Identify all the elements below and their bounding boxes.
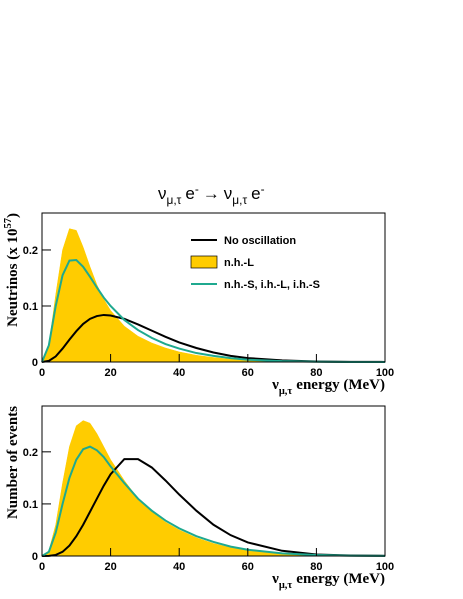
- text-part: μ,τ: [279, 386, 293, 397]
- x-tick-label: 80: [310, 367, 322, 379]
- y-tick-label: 0.2: [23, 447, 38, 459]
- y-axis-label: Neutrinos (x 1057): [3, 213, 21, 327]
- text-part: ): [5, 213, 21, 218]
- line: [41, 259, 386, 363]
- x-tick-label: 100: [376, 561, 394, 573]
- text-part: μ,τ: [279, 580, 293, 591]
- y-tick-label: 0.2: [23, 245, 38, 257]
- text-part: ν: [158, 184, 167, 203]
- legend-label: n.h.-S, i.h.-L, i.h.-S: [224, 279, 320, 291]
- line: [41, 445, 386, 557]
- x-axis-label: νμ,τ energy (MeV): [271, 377, 385, 397]
- x-tick-label: 0: [39, 561, 45, 573]
- text-part: energy (MeV): [296, 571, 385, 587]
- text-part: Neutrinos (x 10: [5, 229, 21, 327]
- area: [41, 420, 386, 557]
- text-part: 57: [3, 218, 14, 229]
- text-part: ν: [224, 184, 233, 203]
- x-tick-label: 0: [39, 367, 45, 379]
- x-axis-label: νμ,τ energy (MeV): [271, 571, 385, 591]
- y-tick-label: 0: [32, 357, 38, 369]
- x-tick-label: 60: [242, 367, 254, 379]
- x-tick-label: 80: [310, 561, 322, 573]
- plot-frame: [41, 212, 386, 363]
- y-tick-label: 0: [32, 551, 38, 563]
- y-axis-label: Number of events: [5, 406, 21, 519]
- x-tick-label: 100: [376, 367, 394, 379]
- legend-swatch: [190, 255, 218, 269]
- text-part: μ,τ: [232, 193, 247, 207]
- plot-frame: [41, 405, 386, 557]
- line: [41, 458, 386, 557]
- text-part: energy (MeV): [296, 377, 385, 393]
- text-part: e: [251, 184, 260, 203]
- text-part: -: [195, 182, 199, 196]
- x-tick-label: 40: [173, 561, 185, 573]
- legend-label: n.h.-L: [224, 257, 254, 269]
- y-tick-label: 0.1: [23, 499, 38, 511]
- text-part: →: [203, 184, 220, 203]
- line: [41, 313, 386, 363]
- x-tick-label: 20: [104, 561, 116, 573]
- text-part: ν: [271, 571, 279, 587]
- text-part: e: [185, 184, 194, 203]
- chart-title: νμ,τ e- → νμ,τ e-: [158, 182, 265, 207]
- legend-label: No oscillation: [224, 235, 296, 247]
- area: [41, 228, 386, 363]
- x-tick-label: 20: [104, 367, 116, 379]
- text-part: Number of events: [5, 406, 21, 519]
- x-tick-label: 60: [242, 561, 254, 573]
- text-part: ν: [271, 377, 279, 393]
- x-tick-label: 40: [173, 367, 185, 379]
- text-part: μ,τ: [167, 193, 182, 207]
- y-tick-label: 0.1: [23, 301, 38, 313]
- text-part: -: [261, 182, 265, 196]
